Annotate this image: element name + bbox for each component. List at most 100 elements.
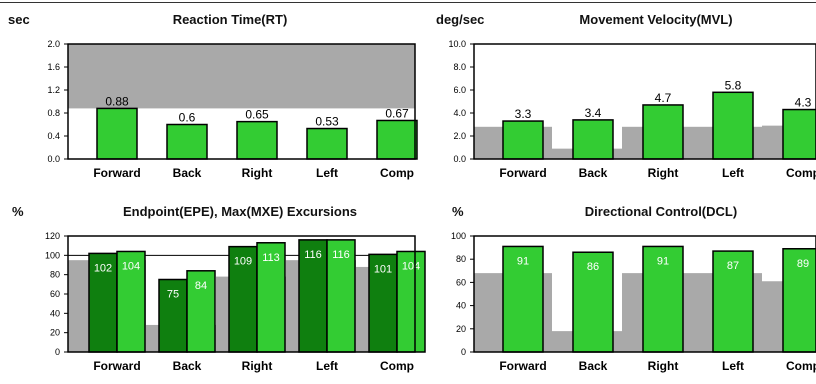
y-tick-label: 40 (456, 301, 466, 311)
x-tick-label-right: Right (648, 166, 679, 180)
data-label: 3.4 (585, 106, 602, 120)
data-label: 101 (374, 263, 392, 275)
bar-right (642, 104, 684, 160)
x-tick-label-left: Left (316, 166, 338, 180)
bar-left (712, 91, 754, 160)
bar-comp (782, 248, 816, 353)
x-tick-label-comp: Comp (380, 166, 414, 180)
data-label: 109 (234, 256, 252, 268)
unit-label: sec (8, 12, 30, 27)
plot-frame (67, 43, 416, 160)
bar-comp-s2 (396, 250, 426, 353)
data-label: 91 (657, 255, 669, 267)
bar-left (306, 127, 348, 160)
y-tick-label: 100 (45, 250, 60, 260)
bar-back (572, 251, 614, 353)
y-tick-label: 0.0 (47, 154, 60, 164)
y-tick-label: 1.2 (47, 85, 60, 95)
chart-panel-directional-control: % Directional Control(DCL) 91 86 91 87 89 0 20… (416, 198, 816, 384)
bar-left-s2 (326, 239, 356, 353)
bar-back (572, 119, 614, 160)
bar-right (642, 245, 684, 353)
x-tick-label-comp: Comp (786, 166, 816, 180)
data-label: 87 (727, 260, 739, 272)
x-tick-label-forward: Forward (499, 359, 546, 373)
chart-title: Reaction Time(RT) (172, 12, 288, 27)
data-label: 0.53 (315, 115, 339, 129)
data-label: 84 (195, 280, 207, 292)
x-tick-label-back: Back (579, 359, 608, 373)
data-label: 113 (262, 252, 280, 264)
x-tick-label-back: Back (173, 359, 202, 373)
y-tick-label: 120 (45, 231, 60, 241)
y-tick-label: 60 (50, 289, 60, 299)
data-label: 0.67 (385, 106, 409, 120)
y-tick-label: 0 (55, 347, 60, 357)
y-tick-label: 80 (50, 270, 60, 280)
y-tick-label: 6.0 (453, 85, 466, 95)
bar-right (236, 120, 278, 160)
x-tick-label-back: Back (579, 166, 608, 180)
data-label: 0.65 (245, 108, 269, 122)
bar-forward (96, 107, 138, 160)
x-tick-label-forward: Forward (93, 166, 140, 180)
data-label: 0.88 (105, 94, 129, 108)
chart-title: Movement Velocity(MVL) (579, 12, 733, 27)
chart-panel-movement-velocity: deg/sec Movement Velocity(MVL) 3.3 3.4 4.7… (416, 8, 816, 194)
data-label: 3.3 (515, 107, 532, 121)
plot-frame (473, 235, 816, 353)
x-tick-label-left: Left (722, 359, 744, 373)
chart-title: Directional Control(DCL) (584, 204, 738, 219)
bar-forward-s2 (116, 250, 146, 353)
y-tick-label: 20 (50, 328, 60, 338)
chart-panel-excursions: % Endpoint(EPE), Max(MXE) Excursions 102… (0, 198, 426, 384)
bar-forward (502, 245, 544, 353)
bar-left-s1 (298, 239, 328, 353)
bar-back-s2 (186, 270, 216, 353)
data-label: 89 (797, 258, 809, 270)
x-tick-label-left: Left (316, 359, 338, 373)
data-label: 104 (122, 260, 140, 272)
data-label: 86 (587, 261, 599, 273)
data-label: 116 (332, 249, 350, 261)
movement-velocity-chart: 3.3 3.4 4.7 5.8 4.3 0.0 2.0 4.0 6.0 8.0 10.0 Forwar… (448, 39, 816, 180)
y-tick-label: 4.0 (453, 108, 466, 118)
bar-forward (502, 120, 544, 160)
y-tick-label: 0.8 (47, 108, 60, 118)
bar-comp (376, 119, 418, 160)
y-tick-label: 10.0 (448, 39, 466, 49)
y-tick-label: 0 (461, 347, 466, 357)
directional-control-chart: 91 86 91 87 89 0 20 40 60 80 100 Forward Back Right Le… (451, 231, 816, 373)
x-tick-label-comp: Comp (380, 359, 414, 373)
unit-label: % (452, 204, 464, 219)
data-label: 4.7 (655, 91, 672, 105)
x-tick-label-right: Right (242, 166, 273, 180)
plot-frame (473, 43, 816, 160)
y-tick-label: 100 (451, 231, 466, 241)
data-label: 75 (167, 289, 179, 301)
bar-back (166, 123, 208, 160)
chart-title: Endpoint(EPE), Max(MXE) Excursions (122, 204, 358, 219)
y-tick-label: 0.4 (47, 131, 60, 141)
reaction-time-chart: 0.88 0.6 0.65 0.53 0.67 0.0 0.4 0.8 1.2 1.6 2.0 For… (47, 39, 418, 180)
x-tick-label-forward: Forward (499, 166, 546, 180)
reference-band (68, 44, 415, 109)
y-tick-label: 1.6 (47, 62, 60, 72)
bar-back-s1 (158, 278, 188, 353)
y-tick-label: 80 (456, 254, 466, 264)
y-tick-label: 8.0 (453, 62, 466, 72)
y-tick-label: 20 (456, 324, 466, 334)
x-tick-label-forward: Forward (93, 359, 140, 373)
bar-right-s1 (228, 245, 258, 353)
x-tick-label-right: Right (242, 359, 273, 373)
x-tick-label-back: Back (173, 166, 202, 180)
y-tick-label: 2.0 (453, 131, 466, 141)
y-tick-label: 0.0 (453, 154, 466, 164)
data-label: 0.6 (179, 111, 196, 125)
bar-forward-s1 (88, 252, 118, 353)
bar-comp-s1 (368, 253, 398, 353)
x-tick-label-left: Left (722, 166, 744, 180)
data-label: 102 (94, 262, 112, 274)
y-tick-label: 40 (50, 308, 60, 318)
top-rule (0, 2, 816, 3)
